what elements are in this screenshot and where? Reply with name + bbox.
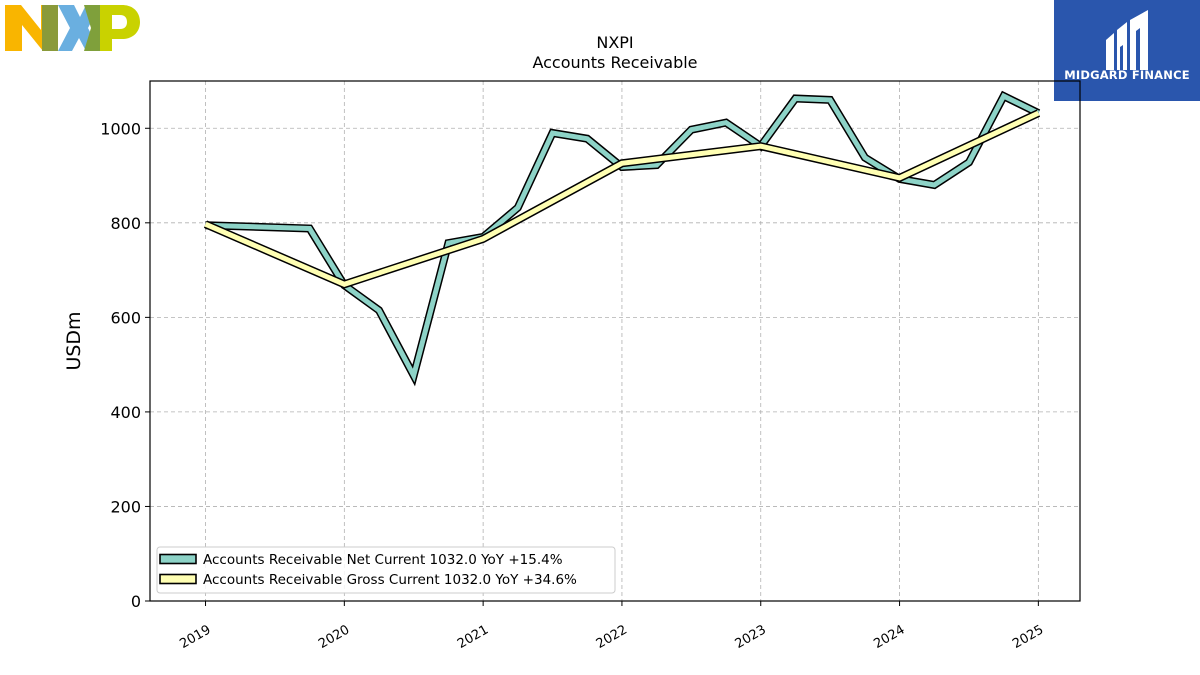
y-axis-label: USDm bbox=[63, 311, 85, 370]
legend-swatch bbox=[159, 573, 197, 585]
legend: Accounts Receivable Net Current 1032.0 Y… bbox=[156, 546, 616, 594]
y-tick-label: 0 bbox=[131, 592, 141, 611]
y-tick-label: 200 bbox=[110, 497, 141, 516]
midgard-finance-badge: MIDGARD FINANCE bbox=[1054, 0, 1200, 101]
x-tick-label: 2024 bbox=[871, 622, 907, 652]
chart-title: NXPI bbox=[596, 33, 633, 52]
y-tick-label: 400 bbox=[110, 403, 141, 422]
nxp-logo bbox=[5, 5, 140, 51]
legend-label: Accounts Receivable Gross Current 1032.0… bbox=[203, 572, 577, 588]
legend-swatch bbox=[159, 553, 197, 565]
series-line-1 bbox=[204, 110, 1040, 287]
midgard-finance-label: MIDGARD FINANCE bbox=[1064, 68, 1190, 82]
series-line-0 bbox=[205, 92, 1040, 383]
chart-subtitle: Accounts Receivable bbox=[532, 53, 697, 72]
series-lines bbox=[203, 90, 1041, 387]
legend-box bbox=[156, 546, 616, 594]
x-tick-label: 2019 bbox=[177, 622, 213, 652]
y-axis: 0 200 400 600 800 1000 bbox=[100, 119, 150, 611]
midgard-logo-icon bbox=[1054, 0, 1200, 101]
x-axis: 2019 2020 2021 2022 2023 2024 2025 bbox=[177, 601, 1046, 652]
y-tick-label: 600 bbox=[110, 308, 141, 327]
y-tick-label: 800 bbox=[110, 214, 141, 233]
x-tick-label: 2020 bbox=[316, 622, 352, 652]
x-tick-label: 2025 bbox=[1010, 622, 1046, 652]
legend-label: Accounts Receivable Net Current 1032.0 Y… bbox=[203, 552, 563, 568]
x-tick-label: 2023 bbox=[733, 622, 769, 652]
y-tick-label: 1000 bbox=[100, 119, 141, 138]
x-tick-label: 2021 bbox=[455, 622, 491, 652]
plot-frame bbox=[149, 80, 1081, 602]
x-tick-label: 2022 bbox=[594, 622, 630, 652]
